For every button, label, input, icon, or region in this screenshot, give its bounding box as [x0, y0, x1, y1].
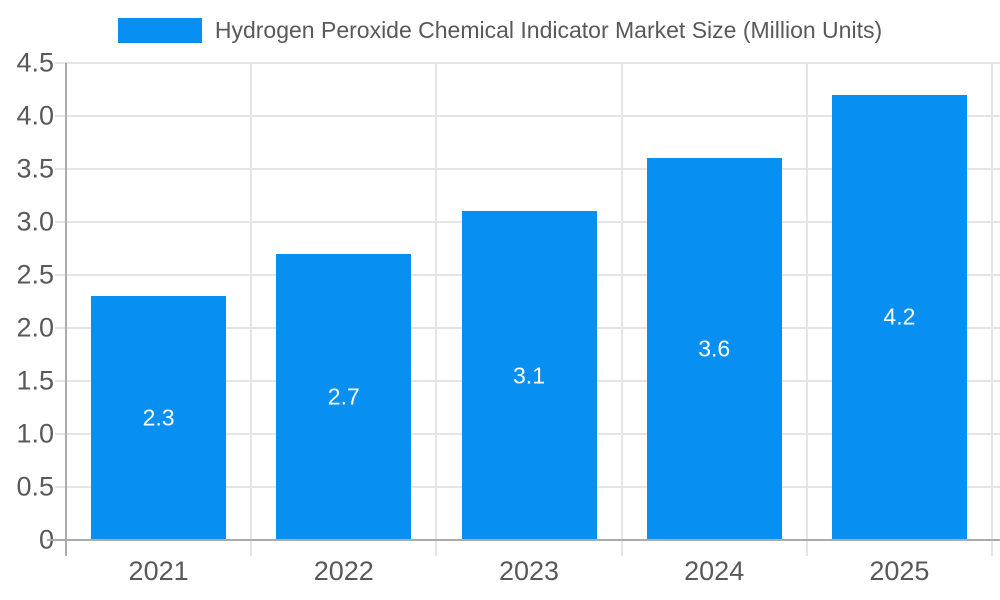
h-gridline	[55, 168, 1000, 170]
y-tick-label: 4.5	[16, 47, 54, 78]
v-gridline	[620, 63, 623, 556]
v-gridline	[435, 63, 438, 556]
y-tick-label: 3.5	[16, 153, 54, 184]
y-tick-label: 1.0	[16, 418, 54, 449]
bar	[646, 158, 782, 540]
h-gridline	[55, 115, 1000, 117]
v-gridline	[805, 63, 808, 556]
y-tick-label: 0.5	[16, 471, 54, 502]
bar	[91, 296, 227, 540]
y-tick-label: 1.5	[16, 365, 54, 396]
chart-title: Hydrogen Peroxide Chemical Indicator Mar…	[214, 16, 883, 43]
y-tick-label: 4.0	[16, 100, 54, 131]
bar-value-label: 2.3	[142, 404, 175, 431]
legend-swatch	[117, 17, 202, 43]
bar	[831, 94, 967, 540]
chart-legend: Hydrogen Peroxide Chemical Indicator Mar…	[0, 14, 1000, 46]
bar	[276, 253, 412, 540]
y-tick-label: 3.0	[16, 206, 54, 237]
h-gridline	[55, 62, 1000, 64]
bar-value-label: 3.6	[698, 335, 731, 362]
x-tick-label: 2021	[128, 556, 189, 586]
x-tick-label: 2025	[869, 556, 930, 586]
x-axis-line	[47, 539, 1000, 541]
y-tick-label: 0	[38, 524, 54, 555]
bar-value-label: 4.2	[883, 303, 916, 330]
v-gridline	[991, 63, 993, 556]
v-gridline	[250, 63, 253, 556]
bar-value-label: 3.1	[513, 362, 545, 389]
y-tick-label: 2.5	[16, 259, 54, 290]
bar-value-label: 2.7	[327, 383, 360, 410]
x-tick-label: 2022	[313, 556, 374, 586]
y-axis-line	[65, 63, 67, 556]
x-tick-label: 2024	[684, 556, 745, 586]
bar	[461, 211, 597, 540]
x-tick-label: 2023	[498, 556, 560, 586]
y-tick-label: 2.0	[16, 312, 54, 343]
